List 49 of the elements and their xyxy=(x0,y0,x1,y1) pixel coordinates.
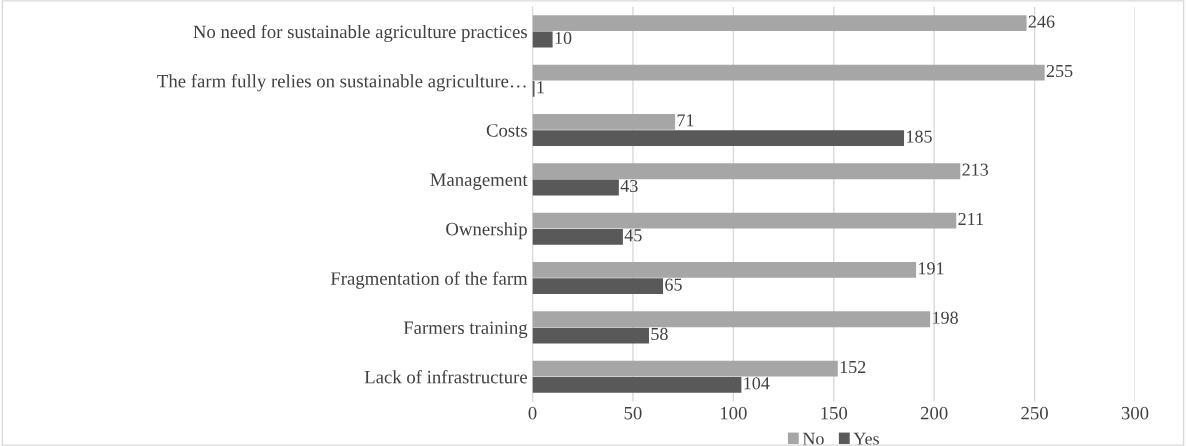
data-label: 43 xyxy=(620,179,638,193)
bar xyxy=(532,64,1045,81)
bar xyxy=(532,212,957,229)
bar xyxy=(532,179,619,196)
bar xyxy=(532,262,917,278)
y-tick-label: Fragmentation of the farm xyxy=(330,271,528,289)
y-tick-label: Ownership xyxy=(446,222,527,240)
data-label: 58 xyxy=(651,327,668,341)
bar xyxy=(532,360,838,377)
data-label: 211 xyxy=(958,212,983,225)
legend-label: Yes xyxy=(853,432,879,445)
data-label: 10 xyxy=(555,31,572,45)
data-label: 65 xyxy=(665,278,682,291)
bar xyxy=(532,278,664,295)
bar xyxy=(532,228,623,245)
bar xyxy=(532,130,905,147)
bar xyxy=(532,163,961,180)
x-tick-label: 0 xyxy=(528,406,537,420)
data-label: 152 xyxy=(840,360,866,374)
x-tick-label: 150 xyxy=(821,406,848,420)
data-label: 104 xyxy=(744,377,770,390)
y-tick-label: The farm fully relies on sustainable agriculture… xyxy=(157,74,526,92)
x-tick-label: 100 xyxy=(720,406,747,420)
y-tick-label: Management xyxy=(430,173,528,190)
bar xyxy=(532,80,535,97)
bar xyxy=(532,376,742,393)
data-label: 185 xyxy=(907,130,932,143)
x-tick-label: 300 xyxy=(1121,406,1149,420)
x-tick-label: 200 xyxy=(920,406,948,420)
data-label: 191 xyxy=(919,262,944,275)
bar xyxy=(532,114,676,130)
legend-label: No xyxy=(802,432,824,445)
y-tick-label: No need for sustainable agriculture practices xyxy=(193,24,527,43)
y-tick-label: Costs xyxy=(486,124,527,137)
x-tick-label: 250 xyxy=(1021,406,1048,420)
bar xyxy=(532,327,649,344)
data-label: 246 xyxy=(1028,15,1055,28)
data-label: 255 xyxy=(1046,64,1073,78)
data-label: 213 xyxy=(962,163,989,176)
bar xyxy=(532,31,553,48)
data-label: 1 xyxy=(537,81,544,94)
x-tick-label: 50 xyxy=(624,406,642,420)
data-label: 71 xyxy=(677,114,694,127)
bar xyxy=(532,311,931,328)
y-tick-label: Lack of infrastructure xyxy=(364,370,527,384)
y-tick-label: Farmers training xyxy=(403,321,528,338)
bar xyxy=(532,15,1027,32)
data-label: 45 xyxy=(624,229,642,242)
data-label: 198 xyxy=(933,311,958,324)
